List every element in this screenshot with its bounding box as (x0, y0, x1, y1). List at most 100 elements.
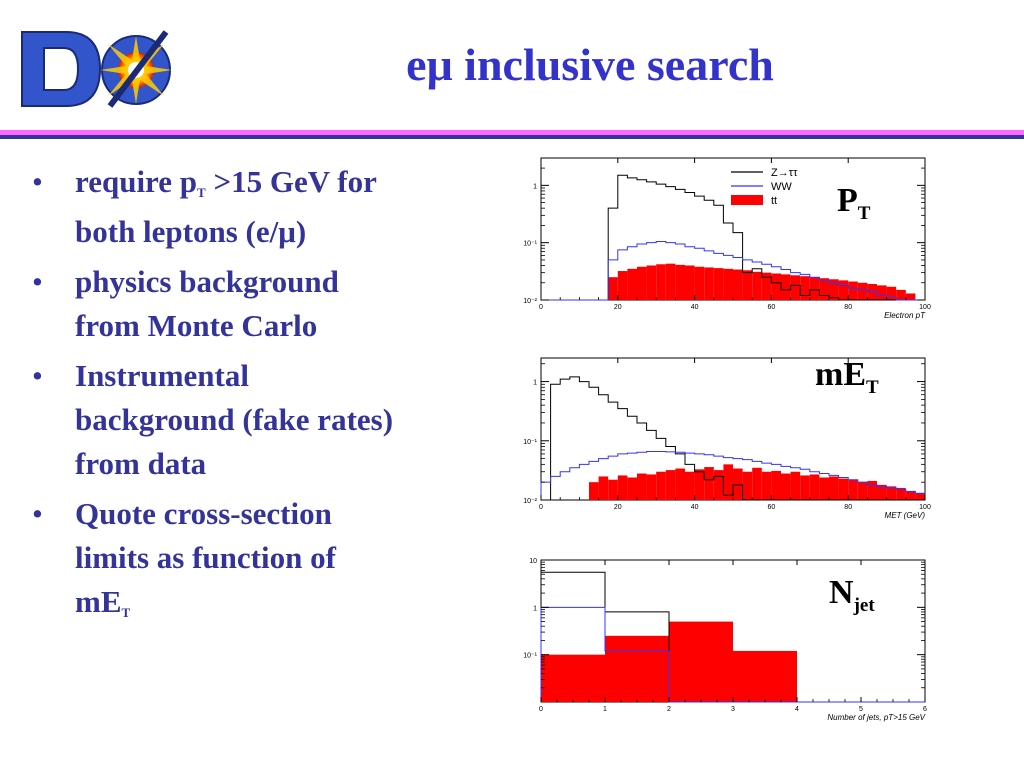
histogram-bar (771, 470, 781, 500)
x-tick-label: 80 (844, 304, 852, 311)
bullet-item: • Quote cross-section limits as function o… (30, 492, 490, 630)
x-tick-label: 0 (539, 304, 543, 311)
x-tick-label: 2 (667, 706, 671, 713)
histogram-bar (886, 286, 897, 300)
bullet-line: background (fake rates) (75, 398, 490, 442)
met-overlay-label: mET (815, 356, 879, 398)
histogram-bar (598, 476, 609, 500)
histogram-bar (627, 268, 637, 300)
histogram-bar (589, 482, 599, 500)
x-tick-label: 5 (859, 706, 863, 713)
header-band-pink (0, 130, 1024, 135)
histogram-step-line (540, 450, 925, 500)
y-tick-label: 10⁻¹ (523, 439, 537, 446)
histogram-bar (665, 263, 676, 300)
bullet-text: from Monte Carlo (75, 308, 318, 343)
bullet-text: Quote cross-section (75, 496, 332, 531)
x-tick-label: 1 (603, 706, 607, 713)
histogram-bar (627, 477, 637, 500)
histogram-bar (761, 471, 772, 500)
dzero-logo-icon (18, 22, 178, 116)
histogram-bar (819, 278, 829, 300)
histogram-bar (637, 266, 647, 300)
histogram-bar (752, 271, 762, 300)
x-tick-label: 20 (614, 304, 622, 311)
electron-pt-plot: 0 20 40 60 80 100 1 10⁻¹ 10⁻² Electron pT Z→ττ WW tt (523, 157, 931, 320)
histogram-bar (675, 264, 685, 300)
met-plot: 0 20 40 60 80 100 1 10⁻¹ 10⁻² MET (GeV) (523, 357, 931, 520)
histogram-bar (915, 493, 925, 500)
histogram-bar (608, 479, 618, 500)
bullet-line: require pT >15 GeV for (75, 160, 490, 210)
x-tick-label: 4 (795, 706, 799, 713)
legend-swatch (731, 195, 763, 205)
bullet-line: limits as function of (75, 536, 490, 580)
histogram-bar (857, 282, 868, 300)
histogram-bar (848, 479, 858, 500)
x-tick-label: 80 (844, 504, 852, 511)
histogram-bar (646, 474, 657, 500)
histogram-bar (669, 621, 733, 702)
bullet-subscript: T (197, 185, 206, 200)
histogram-bar (838, 478, 849, 500)
histogram-bar (829, 279, 839, 300)
histogram-bar (617, 271, 628, 300)
y-tick-label: 10⁻² (523, 498, 537, 505)
njet-overlay-label: Njet (829, 574, 875, 616)
histogram-bar (752, 467, 762, 500)
met-histogram: 0 20 40 60 80 100 1 10⁻¹ 10⁻² MET (GeV) mET (505, 352, 945, 522)
y-tick-label: 1 (533, 380, 537, 387)
histogram-bar (665, 470, 676, 500)
histogram-bar (608, 277, 618, 300)
histogram-bar (742, 270, 753, 300)
bullet-line: Instrumental (75, 354, 490, 398)
bullet-list: • require pT >15 GeV for both leptons (e/μ… (30, 160, 490, 636)
histogram-bar (809, 277, 820, 300)
histogram-bar (848, 281, 858, 300)
histogram-bar (723, 268, 733, 300)
bullet-line: both leptons (e/μ) (75, 210, 490, 254)
bullet-line: from data (75, 442, 490, 486)
x-tick-label: 0 (539, 504, 543, 511)
bullet-dot-icon: • (32, 358, 43, 393)
histogram-step-line (541, 376, 925, 501)
bullet-dot-icon: • (32, 164, 43, 199)
bullet-text: Instrumental (75, 358, 249, 393)
y-tick-label: 1 (533, 605, 537, 612)
y-tick-label: 10⁻² (523, 298, 537, 305)
x-tick-label: 40 (691, 504, 699, 511)
histogram-bar (800, 276, 810, 300)
bullet-item: • physics background from Monte Carlo (30, 260, 490, 348)
y-tick-label: 10 (529, 558, 537, 565)
bullet-subscript: T (121, 605, 131, 620)
y-tick-label: 1 (533, 183, 537, 190)
histogram-bar (905, 491, 916, 500)
njet-histogram: 0 1 2 3 4 5 6 10 1 10⁻¹ Number of jets, pT>15 GeV … (505, 552, 945, 724)
x-axis-label: Number of jets, pT>15 GeV (827, 713, 925, 722)
histogram-bar (781, 473, 791, 500)
histogram-bar (877, 484, 887, 500)
histogram-bar (790, 471, 801, 500)
histogram-bar (781, 274, 791, 300)
bullet-line: Quote cross-section (75, 492, 490, 536)
histogram-bar (742, 471, 753, 500)
histogram-bar (723, 464, 733, 500)
histogram-bar (733, 269, 743, 300)
bullet-dot-icon: • (32, 496, 43, 531)
bullet-text: both leptons (e/μ) (75, 214, 307, 249)
histogram-bar (637, 473, 647, 500)
histogram-bar (886, 486, 897, 500)
bullet-text: require p (75, 164, 198, 199)
histogram-bar (896, 487, 906, 500)
x-tick-label: 0 (539, 706, 543, 713)
histogram-bar (800, 475, 810, 500)
x-tick-label: 60 (768, 504, 776, 511)
bullet-text: background (fake rates) (75, 402, 394, 437)
histogram-bar (857, 482, 868, 500)
histogram-bar (704, 267, 714, 300)
histogram-bar (617, 475, 628, 500)
histogram-bar (809, 474, 820, 500)
bullet-item: • require pT >15 GeV for both leptons (e/μ… (30, 160, 490, 254)
histogram-bar (675, 468, 685, 500)
histogram-step-line (541, 240, 925, 301)
